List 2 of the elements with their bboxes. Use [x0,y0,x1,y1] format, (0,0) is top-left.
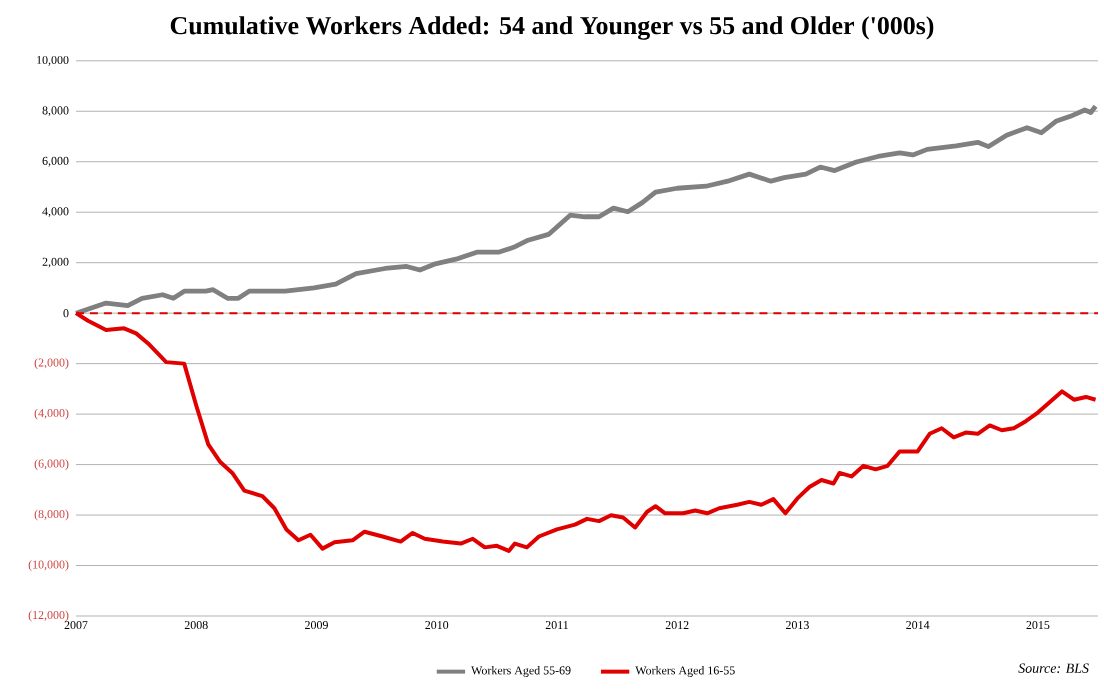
chart-title: Cumulative Workers Added: 54 and Younger vs 55 and Older ('000s) [170,16,934,40]
line-series [73,103,1098,316]
